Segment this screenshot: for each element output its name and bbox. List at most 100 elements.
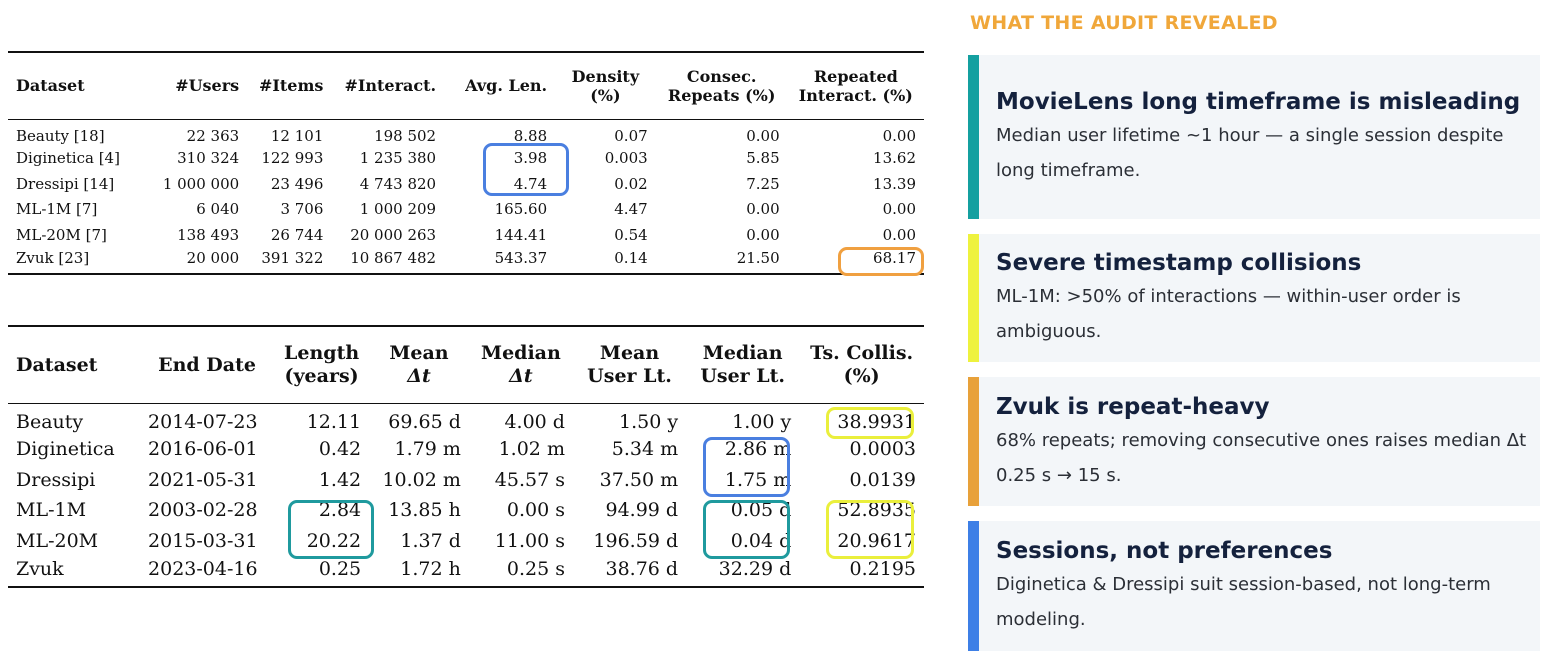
table-header-row: Dataset End Date Length (years) Mean Δt Me…: [8, 326, 924, 404]
table-cell: ML-1M [7]: [16, 200, 98, 219]
table-row: Dressipi [14] 1 000 000 23 496 4 743 820 4.7…: [8, 171, 924, 197]
table-cell: 2.86 m: [724, 438, 792, 461]
card-body: Diginetica & Dressipi suit session-based…: [996, 574, 1491, 630]
table-cell: 4.47: [614, 200, 648, 219]
table-cell: 26 744: [270, 226, 324, 245]
table-cell: 1.00 y: [732, 411, 792, 433]
dataset-stats-table: Dataset #Users #Items #Interact. Avg. Le…: [8, 51, 924, 275]
table-cell: 2023-04-16: [148, 557, 258, 580]
column-header: Mean Δt: [369, 326, 469, 404]
table-cell: 11.00 s: [494, 529, 565, 552]
table-cell: 1.72 h: [400, 557, 461, 580]
table-cell: 1 000 000: [162, 174, 240, 193]
table-cell: 0.00: [882, 200, 916, 219]
table-cell: 165.60: [494, 200, 548, 219]
table-row: Diginetica [4] 310 324 122 993 1 235 380 3.9…: [8, 145, 924, 171]
table-cell: 1.75 m: [724, 468, 792, 491]
card-title: Severe timestamp collisions: [996, 250, 1362, 276]
table-cell: 0.14: [614, 249, 648, 268]
card-body: ML-1M: >50% of interactions — within-use…: [996, 286, 1461, 342]
table-cell: 1 000 209: [359, 200, 437, 219]
table-cell: Dressipi: [16, 468, 96, 491]
table-cell: 1.50 y: [619, 411, 679, 433]
card-body: 68% repeats; removing consecutive ones r…: [996, 429, 1527, 486]
table-cell: 122 993: [261, 149, 324, 168]
column-header: #Items: [247, 52, 332, 120]
table-row: Beauty 2014-07-23 12.11 69.65 d 4.00 d 1.50 y…: [8, 404, 924, 435]
insight-card-movielens: MovieLens long timeframe is misleading M…: [968, 55, 1540, 219]
card-title: MovieLens long timeframe is misleading: [996, 89, 1521, 115]
panel-title: WHAT THE AUDIT REVEALED: [970, 12, 1278, 34]
table-cell: 5.34 m: [611, 438, 679, 461]
table-cell: 0.42: [318, 438, 362, 461]
table-cell: 3 706: [280, 200, 324, 219]
table-cell: ML-20M [7]: [16, 226, 107, 245]
highlight-box-median-lt-ml: [703, 500, 790, 559]
table-row: Zvuk [23] 20 000 391 322 10 867 482 543.37 0.…: [8, 248, 924, 274]
table-cell: 13.85 h: [388, 499, 461, 522]
table-cell: 6 040: [196, 200, 240, 219]
table-cell: 391 322: [261, 249, 324, 268]
column-header: #Users: [150, 52, 248, 120]
table-cell: Beauty: [16, 411, 84, 433]
insight-card-sessions: Sessions, not preferences Diginetica & D…: [968, 521, 1540, 651]
highlight-box-ts-collis-beauty: [826, 407, 914, 439]
table-cell: 198 502: [374, 126, 437, 145]
table-cell: 38.76 d: [605, 557, 679, 580]
table-cell: 0.25: [318, 557, 362, 580]
table-cell: Dressipi [14]: [16, 174, 115, 193]
table-cell: 2021-05-31: [148, 468, 258, 491]
table-cell: 13.62: [873, 149, 916, 168]
table-cell: 94.99 d: [605, 499, 679, 522]
table-cell: 0.00: [746, 200, 780, 219]
table-cell: 0.0139: [849, 468, 916, 491]
table-cell: 0.02: [614, 174, 648, 193]
column-header: End Date: [140, 326, 275, 404]
table-cell: Zvuk: [16, 557, 64, 580]
table-cell: 23 496: [270, 174, 324, 193]
table-cell: 4.00 d: [504, 411, 565, 433]
table-cell: 3.98: [513, 149, 548, 168]
insight-card-timestamp-collisions: Severe timestamp collisions ML-1M: >50% …: [968, 234, 1540, 362]
table-cell: 69.65 d: [388, 411, 461, 433]
insight-card-zvuk-repeats: Zvuk is repeat-heavy 68% repeats; removi…: [968, 377, 1540, 506]
table-cell: 32.29 d: [718, 557, 792, 580]
table-row: Beauty [18] 22 363 12 101 198 502 8.88 0.07 0.…: [8, 120, 924, 146]
table-cell: 4 743 820: [359, 174, 437, 193]
highlight-box-ts-collis-ml: [826, 500, 914, 559]
table-cell: 1.42: [318, 468, 362, 491]
table-cell: 20.22: [306, 529, 362, 552]
table-cell: Beauty [18]: [16, 126, 105, 145]
table-cell: 196.59 d: [593, 529, 679, 552]
table-row: ML-20M [7] 138 493 26 744 20 000 263 144.41 0…: [8, 222, 924, 248]
table-cell: 2003-02-28: [148, 499, 258, 522]
table-cell: 310 324: [177, 149, 240, 168]
table-cell: 0.2195: [849, 557, 916, 580]
table-cell: 45.57 s: [494, 468, 565, 491]
card-title: Sessions, not preferences: [996, 538, 1333, 564]
table-cell: 2.84: [318, 499, 362, 522]
table-cell: ML-20M: [16, 529, 99, 552]
table-cell: 52.8935: [837, 499, 916, 522]
table-row: Dressipi 2021-05-31 1.42 10.02 m 45.57 s 37.5…: [8, 465, 924, 496]
table-cell: 0.54: [614, 226, 648, 245]
table-cell: 7.25: [746, 174, 780, 193]
table-cell: ML-1M: [16, 499, 87, 522]
table-cell: 20 000 263: [350, 226, 437, 245]
table-cell: 22 363: [186, 126, 240, 145]
table-cell: 5.85: [746, 149, 780, 168]
column-header: Median User Lt.: [686, 326, 800, 404]
table-cell: 0.00: [882, 126, 916, 145]
table-cell: 38.9931: [837, 411, 916, 433]
table-cell: 0.00 s: [506, 499, 565, 522]
table-cell: 37.50 m: [599, 468, 679, 491]
table-row: Zvuk 2023-04-16 0.25 1.72 h 0.25 s 38.76 d 32.…: [8, 556, 924, 587]
table-cell: 8.88: [513, 126, 548, 145]
table-cell: 10 867 482: [350, 249, 437, 268]
table-cell: Diginetica: [16, 438, 115, 461]
highlight-box-length-ml: [288, 500, 374, 559]
table-row: ML-20M 2015-03-31 20.22 1.37 d 11.00 s 196.59…: [8, 526, 924, 557]
card-title: Zvuk is repeat-heavy: [996, 393, 1270, 420]
table-cell: 68.17: [873, 249, 916, 268]
table-cell: 0.0003: [849, 438, 916, 461]
